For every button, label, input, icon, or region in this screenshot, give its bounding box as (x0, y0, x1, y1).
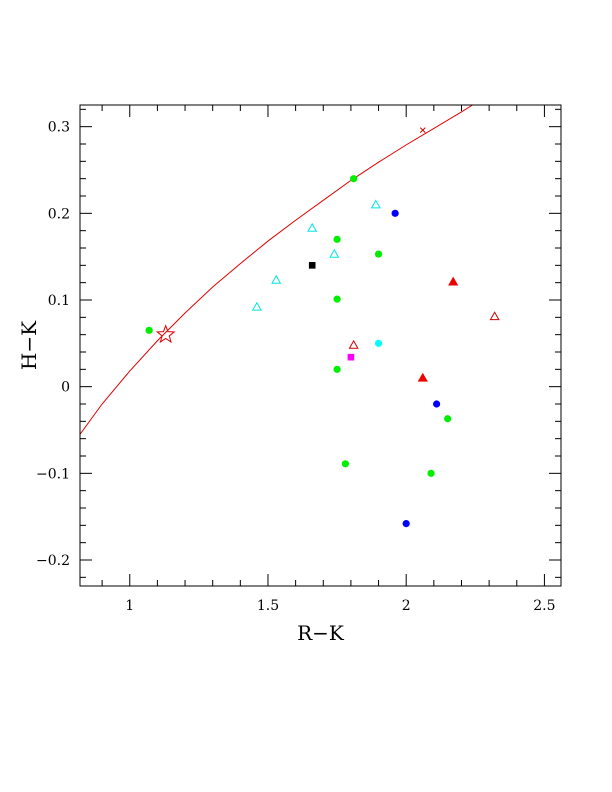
data-point (333, 235, 341, 243)
plot-area (80, 105, 500, 528)
data-point (433, 400, 441, 408)
data-point (489, 311, 500, 321)
data-point (350, 175, 358, 183)
data-point (341, 460, 349, 468)
axis-ticks (80, 105, 561, 586)
y-tick-label: 0 (61, 380, 70, 396)
data-point (348, 339, 359, 349)
data-point (329, 248, 340, 258)
data-point (419, 127, 426, 133)
data-point (448, 276, 459, 286)
data-point (271, 274, 282, 284)
data-point (333, 365, 341, 373)
cross-stroke (419, 127, 426, 133)
tick-labels: 1 1.5 2 2.5 −0.2 −0.1 0 0.1 0.2 0.3 (36, 120, 556, 614)
y-axis-title: H−K (17, 320, 41, 370)
data-point (444, 415, 452, 423)
x-tick-label: 1.5 (257, 598, 279, 614)
x-tick-label: 1 (125, 598, 134, 614)
y-tick-label: 0.1 (48, 293, 70, 309)
x-tick-label: 2.5 (533, 598, 555, 614)
y-tick-label: 0.2 (48, 206, 70, 222)
data-point (347, 353, 355, 361)
y-tick-label: −0.1 (36, 466, 70, 482)
data-point (417, 372, 428, 382)
data-point (370, 199, 381, 209)
model-curve (80, 105, 473, 435)
x-axis-title: R−K (297, 621, 345, 645)
y-tick-label: 0.3 (48, 120, 70, 136)
data-point (333, 295, 341, 303)
x-tick-label: 2 (402, 598, 411, 614)
data-point (308, 262, 316, 269)
data-point (427, 469, 435, 477)
data-point (374, 250, 383, 258)
data-point (251, 301, 262, 311)
star-marker (155, 324, 176, 344)
y-tick-label: −0.2 (36, 553, 70, 569)
data-point (391, 209, 399, 217)
plot-frame (79, 104, 562, 587)
data-point (307, 222, 318, 232)
data-point (402, 520, 410, 528)
data-point (145, 326, 153, 334)
data-point (374, 339, 383, 347)
